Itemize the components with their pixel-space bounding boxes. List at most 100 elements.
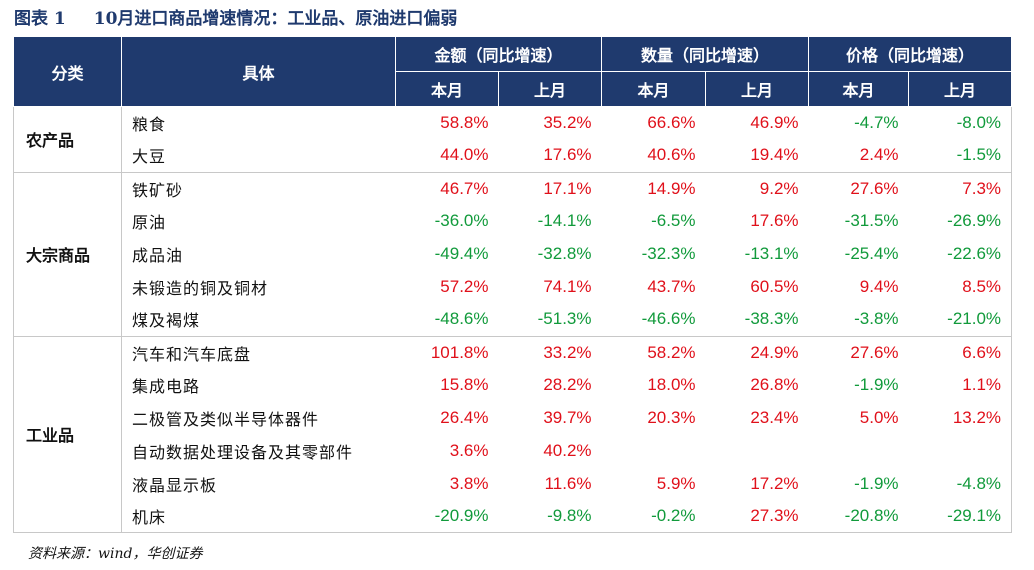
value-cell: 19.4% (705, 139, 809, 173)
value-cell: 7.3% (908, 172, 1013, 205)
value-cell: 27.3% (705, 500, 809, 534)
header-amount: 金额（同比增速） (394, 36, 603, 72)
table-row: 煤及褐煤 -48.6% -51.3% -46.6% -38.3% -3.8% -21.0% (14, 303, 1013, 337)
item-cell: 集成电路 (132, 377, 201, 397)
value-cell: 14.9% (647, 178, 696, 198)
value-cell: -36.0% (434, 211, 489, 231)
value-cell: -4.8% (908, 467, 1013, 501)
category-cell: 农产品 (13, 106, 122, 173)
value-cell: 6.6% (908, 336, 1013, 369)
value-cell: 26.8% (750, 375, 799, 395)
figure-title: 图表 1 10月进口商品增速情况：工业品、原油进口偏弱 (14, 6, 457, 32)
value-cell: -20.8% (808, 500, 909, 534)
header-item: 具体 (121, 36, 396, 107)
value-cell: -48.6% (395, 303, 499, 337)
value-cell: 8.5% (908, 270, 1013, 304)
category-cell: 工业品 (13, 336, 122, 534)
category-cell: 大宗商品 (13, 172, 122, 337)
header-category: 分类 (13, 36, 122, 107)
value-cell: 43.7% (647, 276, 696, 296)
table-row: 成品油 -49.4% -32.8% -32.3% -13.1% -25.4% -22.6% (14, 237, 1013, 271)
header-amount-this-month: 本月 (395, 71, 499, 107)
value-cell: 5.9% (656, 473, 696, 493)
value-cell (706, 434, 809, 467)
value-cell: -3.8% (808, 303, 909, 337)
item-cell: 原油 (132, 213, 167, 233)
value-cell: -14.1% (537, 211, 592, 231)
value-cell: 9.2% (759, 178, 799, 198)
header-quantity-last-month: 上月 (705, 71, 810, 107)
value-cell: 27.6% (850, 342, 899, 362)
value-cell: -38.3% (705, 303, 809, 337)
value-cell: 66.6% (647, 113, 696, 133)
value-cell: -1.9% (854, 375, 899, 395)
table-row: 自动数据处理设备及其零部件 3.6% 40.2% (14, 434, 1013, 468)
value-cell: -1.5% (908, 139, 1013, 173)
value-cell: 33.2% (543, 342, 592, 362)
import-growth-table: 分类 具体 金额（同比增速） 数量（同比增速） 价格（同比增速） 本月 上月 本… (13, 36, 1013, 534)
item-cell: 自动数据处理设备及其零部件 (132, 442, 354, 462)
value-cell: -49.4% (434, 244, 489, 264)
table-row: 原油 -36.0% -14.1% -6.5% 17.6% -31.5% -26.9% (14, 204, 1013, 238)
value-cell: 1.1% (908, 368, 1013, 402)
value-cell: 58.2% (647, 342, 696, 362)
value-cell: -21.0% (908, 303, 1013, 337)
value-cell: -22.6% (908, 237, 1013, 271)
value-cell: 17.2% (750, 473, 799, 493)
value-cell: 17.6% (750, 211, 799, 231)
value-cell: 46.7% (440, 178, 489, 198)
header-price-last-month: 上月 (908, 71, 1013, 107)
value-cell: 46.9% (750, 113, 799, 133)
value-cell: 11.6% (544, 473, 592, 493)
value-cell: 101.8% (430, 342, 489, 362)
table-row: 农产品 粮食 58.8% 35.2% 66.6% 46.9% -4.7% -8.0% (13, 106, 1013, 173)
table-row: 大宗商品 铁矿砂 46.7% 17.1% 14.9% 9.2% 27.6% 7.3% (13, 172, 1013, 337)
value-cell: 3.8% (449, 473, 489, 493)
item-cell: 未锻造的铜及铜材 (132, 278, 269, 298)
value-cell: 74.1% (543, 276, 592, 296)
table-row: 集成电路 15.8% 28.2% 18.0% 26.8% -1.9% 1.1% (14, 368, 1013, 402)
value-cell (602, 434, 706, 467)
value-cell (908, 434, 1013, 468)
value-cell: 15.8% (440, 375, 489, 395)
value-cell: -25.4% (844, 244, 899, 264)
value-cell: 23.4% (750, 408, 799, 428)
value-cell: 27.6% (850, 178, 899, 198)
value-cell: -1.9% (854, 473, 899, 493)
value-cell: -29.1% (908, 500, 1013, 534)
source-note: 资料来源：wind，华创证券 (28, 546, 203, 562)
item-cell: 液晶显示板 (132, 475, 218, 495)
figure-number: 图表 1 (14, 9, 66, 29)
header-quantity-this-month: 本月 (601, 71, 707, 107)
header-amount-last-month: 上月 (497, 71, 603, 107)
value-cell: 2.4% (808, 139, 909, 173)
value-cell: -46.6% (601, 303, 706, 337)
value-cell: 57.2% (440, 276, 489, 296)
value-cell: -9.8% (498, 500, 602, 534)
table-row: 工业品 汽车和汽车底盘 101.8% 33.2% 58.2% 24.9% 27.6% 6.6% (13, 336, 1013, 534)
item-cell: 二极管及类似半导体器件 (132, 410, 320, 430)
item-cell: 大豆 (121, 139, 396, 173)
table-body: 农产品 粮食 58.8% 35.2% 66.6% 46.9% -4.7% -8.0% 大豆 44.… (13, 106, 1013, 534)
value-cell: 40.6% (601, 139, 706, 173)
table-row: 未锻造的铜及铜材 57.2% 74.1% 43.7% 60.5% 9.4% 8.5% (14, 270, 1013, 304)
value-cell: -13.1% (744, 244, 799, 264)
value-cell: 60.5% (750, 276, 799, 296)
value-cell: -51.3% (498, 303, 602, 337)
item-cell: 汽车和汽车底盘 (132, 344, 252, 364)
value-cell: 39.7% (543, 408, 592, 428)
value-cell: 18.0% (647, 375, 696, 395)
table-row: 二极管及类似半导体器件 26.4% 39.7% 20.3% 23.4% 5.0% 13.2% (14, 401, 1013, 435)
item-cell: 铁矿砂 (132, 180, 184, 200)
value-cell (809, 434, 909, 467)
value-cell: -32.3% (641, 244, 696, 264)
item-cell: 粮食 (132, 115, 167, 135)
value-cell: -4.7% (854, 113, 899, 133)
value-cell: -0.2% (601, 500, 706, 534)
value-cell: 3.6% (449, 440, 489, 460)
header-quantity: 数量（同比增速） (601, 36, 810, 72)
value-cell: -20.9% (395, 500, 499, 534)
value-cell: -6.5% (651, 211, 696, 231)
value-cell: 24.9% (750, 342, 799, 362)
item-cell: 煤及褐煤 (121, 303, 396, 337)
